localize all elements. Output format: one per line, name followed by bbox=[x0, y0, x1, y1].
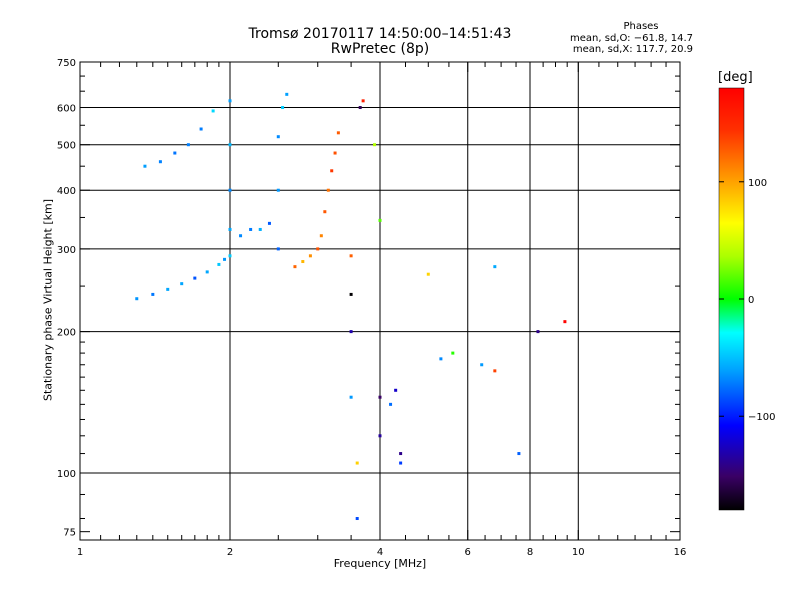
data-point bbox=[358, 106, 362, 110]
data-point bbox=[301, 260, 305, 264]
data-point bbox=[399, 461, 403, 465]
data-point bbox=[249, 227, 253, 231]
y-tick-label: 200 bbox=[57, 328, 76, 339]
data-point bbox=[326, 188, 330, 192]
y-tick-label: 600 bbox=[57, 104, 76, 115]
data-point bbox=[180, 282, 184, 286]
data-point bbox=[186, 143, 190, 147]
data-point bbox=[378, 395, 382, 399]
phases-heading: Phases bbox=[623, 21, 659, 32]
data-point bbox=[158, 160, 162, 164]
data-point bbox=[493, 265, 497, 269]
data-points bbox=[135, 92, 567, 521]
x-tick-label: 6 bbox=[465, 547, 471, 558]
data-point bbox=[355, 517, 359, 521]
colorbar-tick-label: 100 bbox=[748, 178, 767, 189]
data-point bbox=[349, 330, 353, 334]
data-point bbox=[223, 257, 227, 261]
phases-o-stats: mean, sd,O: −61.8, 14.7 bbox=[570, 33, 693, 44]
data-point bbox=[563, 320, 567, 324]
data-point bbox=[151, 292, 155, 296]
data-point bbox=[228, 227, 232, 231]
data-point bbox=[281, 106, 285, 110]
x-tick-label: 2 bbox=[227, 547, 233, 558]
colorbar-tick-label: 0 bbox=[748, 295, 754, 306]
y-tick-label: 750 bbox=[57, 58, 76, 69]
data-point bbox=[143, 164, 147, 168]
x-tick-label: 10 bbox=[572, 547, 585, 558]
chart-title: Tromsø 20170117 14:50:00–14:51:43 bbox=[248, 26, 512, 42]
y-tick-label: 500 bbox=[57, 141, 76, 152]
y-tick-label: 400 bbox=[57, 186, 76, 197]
phases-x-stats: mean, sd,X: 117.7, 20.9 bbox=[572, 44, 693, 55]
x-tick-label: 8 bbox=[527, 547, 533, 558]
data-point bbox=[276, 247, 280, 251]
data-point bbox=[349, 395, 353, 399]
colorbar-ticks: 100 0 −100 bbox=[719, 178, 775, 423]
data-point bbox=[361, 99, 365, 103]
data-point bbox=[536, 330, 540, 334]
grid-lines bbox=[80, 62, 680, 540]
data-point bbox=[378, 218, 382, 222]
data-point bbox=[389, 402, 393, 406]
data-point bbox=[349, 254, 353, 258]
data-point bbox=[394, 388, 398, 392]
chart-subtitle: RwPretec (8p) bbox=[330, 41, 430, 57]
data-point bbox=[239, 234, 243, 238]
data-point bbox=[336, 131, 340, 135]
data-point bbox=[330, 169, 334, 173]
data-point bbox=[439, 357, 443, 361]
tick-labels: 1 2 4 6 8 10 16 75 100 200 300 400 500 600 750 bbox=[57, 58, 686, 558]
data-point bbox=[211, 109, 215, 113]
data-point bbox=[217, 262, 221, 266]
data-point bbox=[355, 461, 359, 465]
colorbar-tick-label: −100 bbox=[748, 412, 775, 423]
data-point bbox=[480, 363, 484, 367]
data-point bbox=[228, 143, 232, 147]
data-point bbox=[228, 188, 232, 192]
x-tick-label: 1 bbox=[77, 547, 83, 558]
data-point bbox=[451, 351, 455, 355]
data-point bbox=[193, 276, 197, 280]
data-point bbox=[373, 143, 377, 147]
data-point bbox=[426, 272, 430, 276]
x-axis-label: Frequency [MHz] bbox=[333, 557, 427, 570]
x-tick-label: 4 bbox=[377, 547, 383, 558]
data-point bbox=[199, 127, 203, 131]
data-point bbox=[399, 452, 403, 456]
data-point bbox=[293, 265, 297, 269]
data-point bbox=[349, 292, 353, 296]
x-tick-label: 16 bbox=[674, 547, 687, 558]
y-tick-label: 100 bbox=[57, 469, 76, 480]
data-point bbox=[267, 221, 271, 225]
data-point bbox=[319, 234, 323, 238]
y-tick-label: 75 bbox=[63, 528, 76, 539]
data-point bbox=[276, 135, 280, 139]
data-point bbox=[228, 99, 232, 103]
data-point bbox=[258, 227, 262, 231]
data-point bbox=[323, 210, 327, 214]
data-point bbox=[135, 297, 139, 301]
data-point bbox=[316, 247, 320, 251]
colorbar-unit-label: [deg] bbox=[718, 70, 753, 85]
y-tick-label: 300 bbox=[57, 245, 76, 256]
data-point bbox=[285, 92, 289, 96]
data-point bbox=[166, 287, 170, 291]
data-point bbox=[205, 270, 209, 274]
data-point bbox=[378, 434, 382, 438]
axis-ticks bbox=[79, 61, 681, 540]
data-point bbox=[276, 188, 280, 192]
data-point bbox=[517, 452, 521, 456]
data-point bbox=[173, 151, 177, 155]
data-point bbox=[308, 254, 312, 258]
data-point bbox=[228, 254, 232, 258]
data-point bbox=[493, 369, 497, 373]
data-point bbox=[333, 151, 337, 155]
